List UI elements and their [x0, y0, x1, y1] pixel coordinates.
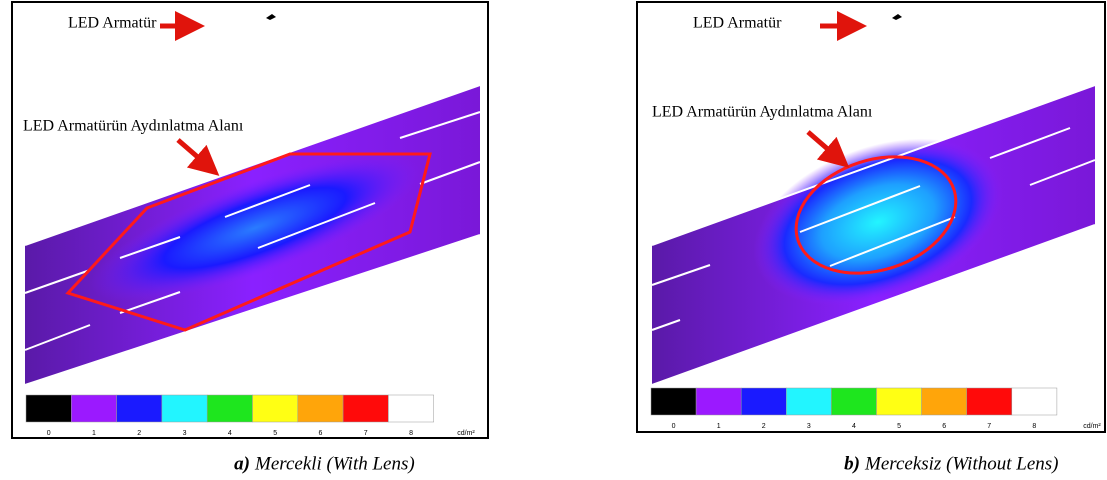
scale-tick-label: 4	[852, 423, 856, 430]
scale-tick-label: 5	[273, 430, 277, 437]
area-label: LED Armatürün Aydınlatma Alanı	[23, 118, 244, 135]
scale-tick-label: 0	[672, 423, 676, 430]
scale-unit: cd/m²	[457, 430, 475, 437]
scale-cell	[967, 388, 1012, 415]
scale-cell	[922, 388, 967, 415]
scale-tick-label: 1	[92, 430, 96, 437]
scale-cell	[343, 395, 388, 422]
panel-a: LED Armatür LED Armatürün Aydınlatma Ala…	[12, 2, 488, 474]
scale-tick-label: 3	[183, 430, 187, 437]
figure: LED Armatür LED Armatürün Aydınlatma Ala…	[0, 0, 1107, 480]
scale-tick-label: 2	[137, 430, 141, 437]
scale-tick-label: 1	[717, 423, 721, 430]
scale-cell	[162, 395, 207, 422]
scale-cell	[117, 395, 162, 422]
panel-b: LED Armatür LED Armatürün Aydınlatma Ala…	[637, 2, 1105, 474]
scale-tick-label: 8	[409, 430, 413, 437]
scale-tick-label: 0	[47, 430, 51, 437]
caption: Merceksiz (Without Lens)	[864, 453, 1058, 474]
scale-unit: cd/m²	[1083, 423, 1101, 430]
caption: Mercekli (With Lens)	[254, 453, 415, 474]
area-label: LED Armatürün Aydınlatma Alanı	[652, 104, 873, 121]
scale-tick-label: 3	[807, 423, 811, 430]
scale-tick-label: 4	[228, 430, 232, 437]
scale-tick-label: 7	[987, 423, 991, 430]
scale-cell	[207, 395, 252, 422]
scale-cell	[877, 388, 922, 415]
scale-cell	[388, 395, 433, 422]
caption-label: a)	[234, 453, 250, 474]
scale-cell	[831, 388, 876, 415]
scale-tick-label: 7	[364, 430, 368, 437]
luminaire-label: LED Armatür	[693, 15, 782, 32]
scale-tick-label: 8	[1032, 423, 1036, 430]
caption-label: b)	[844, 453, 860, 474]
scale-cell	[696, 388, 741, 415]
scale-tick-label: 2	[762, 423, 766, 430]
scale-tick-label: 5	[897, 423, 901, 430]
scale-cell	[786, 388, 831, 415]
scale-cell	[298, 395, 343, 422]
scale-cell	[1012, 388, 1057, 415]
scale-cell	[651, 388, 696, 415]
scale-cell	[26, 395, 71, 422]
scale-cell	[71, 395, 116, 422]
luminaire-label: LED Armatür	[68, 15, 157, 32]
scale-cell	[741, 388, 786, 415]
scale-tick-label: 6	[318, 430, 322, 437]
scale-tick-label: 6	[942, 423, 946, 430]
scale-cell	[253, 395, 298, 422]
